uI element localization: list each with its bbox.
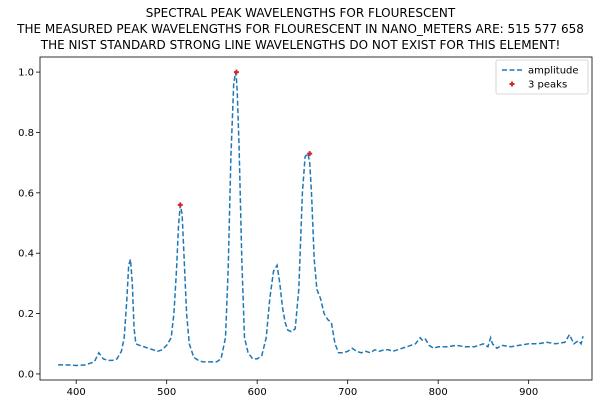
chart-subtitle-measured: THE MEASURED PEAK WAVELENGTHS FOR FLOURE… — [17, 22, 584, 36]
peak-marker — [177, 202, 183, 208]
chart-title: SPECTRAL PEAK WAVELENGTHS FOR FLOURESCEN… — [145, 6, 456, 20]
legend-box — [495, 59, 589, 95]
x-tick-label: 700 — [338, 387, 357, 398]
peak-marker — [233, 69, 239, 75]
x-tick-label: 600 — [248, 387, 267, 398]
x-tick-label: 900 — [519, 387, 538, 398]
y-tick-label: 0.0 — [18, 369, 34, 380]
y-tick-label: 0.2 — [18, 309, 34, 320]
amplitude-series-line — [58, 71, 584, 367]
plot-frame — [39, 56, 593, 381]
x-tick-label: 800 — [429, 387, 448, 398]
x-tick-label: 400 — [67, 387, 86, 398]
legend-amplitude-label: amplitude — [528, 66, 579, 77]
legend-peaks-swatch — [509, 81, 515, 87]
chart-subtitle-nist: THE NIST STANDARD STRONG LINE WAVELENGTH… — [40, 38, 561, 52]
peak-marker — [307, 151, 313, 157]
y-tick-label: 0.6 — [18, 188, 34, 199]
x-tick-label: 500 — [157, 387, 176, 398]
y-tick-label: 1.0 — [18, 68, 34, 79]
y-tick-label: 0.8 — [18, 128, 34, 139]
y-tick-label: 0.4 — [18, 249, 34, 260]
legend-peaks-label: 3 peaks — [528, 80, 567, 91]
